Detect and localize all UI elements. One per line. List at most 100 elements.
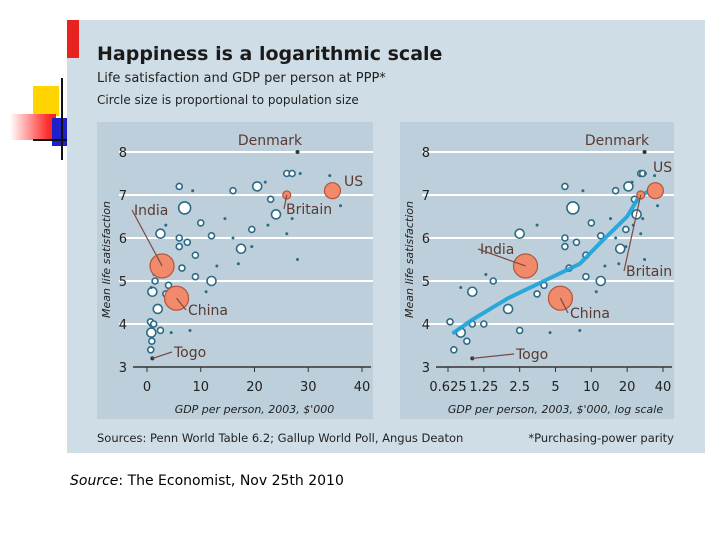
leader-line <box>131 209 163 267</box>
caption-label: Source <box>70 473 119 489</box>
data-point <box>622 225 630 234</box>
data-point <box>191 189 195 193</box>
data-point <box>263 180 267 184</box>
country-label-us: US <box>653 160 672 176</box>
data-point <box>248 225 256 234</box>
chart-sources: Sources: Penn World Table 6.2; Gallup Wo… <box>97 431 463 445</box>
data-point <box>148 337 156 346</box>
data-point <box>207 232 216 240</box>
data-point <box>156 326 165 335</box>
x-tick-label: 20 <box>246 380 263 395</box>
y-tick-label: 5 <box>422 275 430 290</box>
trend-line <box>451 184 659 335</box>
x-axis-title: GDP per person, 2003, $'000 <box>175 403 335 416</box>
data-point <box>339 204 342 208</box>
data-point <box>175 182 184 191</box>
data-point <box>266 223 270 227</box>
data-point <box>178 264 186 272</box>
linear-scale-panel: 3 4 5 6 7 8 0 10 20 30 40 GDP per person, 2003, $'0… <box>97 122 373 419</box>
data-point <box>656 204 660 208</box>
data-point <box>484 273 488 277</box>
economist-red-tag <box>67 20 79 58</box>
data-point <box>609 217 613 221</box>
country-label-india: India <box>134 203 168 219</box>
data-point <box>489 277 498 285</box>
leader-line <box>623 194 642 272</box>
x-tick-label: 0 <box>143 380 151 395</box>
y-tick-label: 3 <box>119 361 127 376</box>
data-point <box>446 318 454 326</box>
country-label-china: China <box>570 306 610 322</box>
y-axis-title: Mean life satisfaction <box>100 201 113 318</box>
data-point <box>164 223 168 227</box>
y-tick-label: 8 <box>422 146 430 161</box>
plot-area <box>97 122 373 419</box>
data-point <box>206 275 217 287</box>
data-point <box>328 174 332 178</box>
country-label-us: US <box>344 174 363 190</box>
data-point <box>204 290 208 294</box>
data-point <box>561 182 569 191</box>
chart-title: Happiness is a logarithmic scale <box>97 43 442 65</box>
data-point <box>466 286 478 298</box>
data-point <box>514 228 525 239</box>
data-point <box>188 328 192 332</box>
data-point <box>196 219 205 227</box>
data-point <box>578 328 582 332</box>
country-label-britain: Britain <box>286 202 332 218</box>
data-point <box>298 172 302 175</box>
data-point <box>643 258 647 261</box>
country-label-togo: Togo <box>515 347 548 363</box>
horizontal-line-decoration <box>33 139 69 141</box>
data-point <box>215 264 219 268</box>
data-point <box>561 234 569 242</box>
data-point <box>191 251 200 259</box>
country-label-togo: Togo <box>173 345 206 361</box>
country-label-china: China <box>188 303 228 319</box>
data-point <box>290 217 294 221</box>
data-point <box>566 201 580 215</box>
y-tick-label: 7 <box>119 189 127 204</box>
data-point <box>151 277 159 285</box>
data-point <box>639 232 643 236</box>
country-label-britain: Britain <box>626 264 672 280</box>
data-point <box>611 186 620 195</box>
log-scale-panel: 3 4 5 6 7 8 0.625 1.25 2.5 5 10 20 40 GDP per person,… <box>400 122 674 419</box>
y-tick-label: 4 <box>119 318 127 333</box>
y-tick-label: 7 <box>422 189 430 204</box>
data-point <box>641 217 645 221</box>
country-point-us <box>323 182 342 200</box>
vertical-line-decoration <box>61 78 63 160</box>
x-tick-label: 10 <box>583 380 600 395</box>
chart-footnote: *Purchasing-power parity <box>528 431 674 445</box>
x-tick-label: 30 <box>300 380 317 395</box>
data-point <box>146 345 155 354</box>
x-tick-label: 40 <box>655 380 672 395</box>
x-tick-label: 2.5 <box>509 380 530 395</box>
data-point <box>582 272 590 281</box>
country-label-india: India <box>480 242 514 258</box>
data-point <box>459 285 463 289</box>
leader-line <box>283 194 288 210</box>
data-point <box>147 286 158 298</box>
data-point <box>463 337 471 346</box>
y-tick-label: 8 <box>119 146 127 161</box>
data-point <box>231 236 235 240</box>
country-point-us <box>646 182 664 200</box>
data-point <box>191 272 200 281</box>
data-point <box>630 180 634 184</box>
y-axis-title: Mean life satisfaction <box>403 201 416 318</box>
data-point <box>587 219 596 227</box>
data-point <box>603 264 607 268</box>
data-point <box>146 327 157 338</box>
data-point <box>614 236 618 240</box>
data-point <box>164 281 173 290</box>
data-point <box>155 228 166 239</box>
leader-line <box>477 248 526 267</box>
leader-line <box>152 351 173 359</box>
x-axis-title: GDP per person, 2003, $'000, log scale <box>448 403 663 416</box>
leader-line <box>559 297 569 314</box>
data-point <box>183 238 192 247</box>
x-tick-label: 20 <box>619 380 636 395</box>
